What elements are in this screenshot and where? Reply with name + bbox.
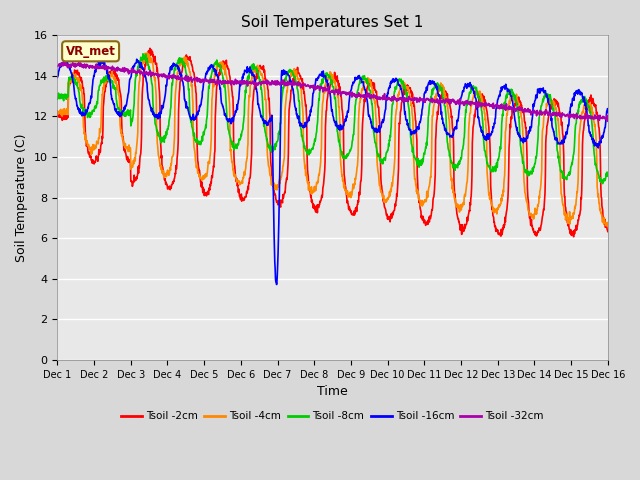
- Tsoil -32cm: [308, 85, 316, 91]
- Tsoil -4cm: [143, 50, 150, 56]
- Title: Soil Temperatures Set 1: Soil Temperatures Set 1: [241, 15, 424, 30]
- Tsoil -32cm: [604, 115, 612, 121]
- Tsoil -8cm: [299, 137, 307, 143]
- Tsoil -16cm: [288, 83, 296, 88]
- Tsoil -4cm: [308, 190, 316, 195]
- X-axis label: Time: Time: [317, 385, 348, 398]
- Tsoil -4cm: [118, 132, 126, 138]
- Tsoil -32cm: [61, 59, 69, 65]
- Tsoil -8cm: [118, 111, 126, 117]
- Text: VR_met: VR_met: [66, 45, 116, 58]
- Tsoil -2cm: [287, 87, 295, 93]
- Line: Tsoil -32cm: Tsoil -32cm: [58, 62, 608, 121]
- Tsoil -8cm: [599, 181, 607, 187]
- Tsoil -8cm: [367, 95, 375, 100]
- Line: Tsoil -2cm: Tsoil -2cm: [58, 48, 608, 237]
- Tsoil -16cm: [273, 282, 280, 288]
- Tsoil -32cm: [54, 63, 61, 69]
- Tsoil -8cm: [139, 51, 147, 57]
- Line: Tsoil -16cm: Tsoil -16cm: [58, 59, 608, 285]
- Tsoil -4cm: [604, 220, 612, 226]
- Y-axis label: Soil Temperature (C): Soil Temperature (C): [15, 133, 28, 262]
- Tsoil -16cm: [62, 56, 70, 62]
- Tsoil -32cm: [97, 65, 104, 71]
- Tsoil -4cm: [299, 106, 307, 111]
- Tsoil -2cm: [299, 86, 307, 92]
- Tsoil -16cm: [367, 119, 375, 125]
- Tsoil -2cm: [367, 77, 375, 83]
- Tsoil -8cm: [604, 170, 612, 176]
- Tsoil -2cm: [118, 131, 126, 136]
- Tsoil -2cm: [604, 228, 612, 234]
- Tsoil -16cm: [604, 107, 612, 112]
- Tsoil -2cm: [308, 201, 316, 207]
- Line: Tsoil -8cm: Tsoil -8cm: [58, 54, 608, 184]
- Tsoil -32cm: [299, 82, 307, 87]
- Tsoil -8cm: [96, 83, 104, 88]
- Tsoil -8cm: [308, 146, 316, 152]
- Tsoil -4cm: [604, 223, 611, 229]
- Tsoil -16cm: [97, 63, 104, 69]
- Tsoil -8cm: [287, 68, 295, 73]
- Tsoil -2cm: [570, 234, 577, 240]
- Tsoil -32cm: [119, 65, 127, 71]
- Line: Tsoil -4cm: Tsoil -4cm: [58, 53, 608, 226]
- Tsoil -2cm: [96, 148, 104, 154]
- Tsoil -16cm: [54, 74, 61, 80]
- Tsoil -4cm: [54, 108, 61, 114]
- Tsoil -16cm: [119, 108, 127, 114]
- Tsoil -4cm: [367, 79, 375, 85]
- Tsoil -2cm: [54, 113, 61, 119]
- Tsoil -2cm: [146, 46, 154, 51]
- Tsoil -4cm: [96, 130, 104, 135]
- Tsoil -32cm: [367, 94, 375, 99]
- Legend: Tsoil -2cm, Tsoil -4cm, Tsoil -8cm, Tsoil -16cm, Tsoil -32cm: Tsoil -2cm, Tsoil -4cm, Tsoil -8cm, Tsoi…: [117, 407, 548, 426]
- Tsoil -16cm: [309, 90, 317, 96]
- Tsoil -32cm: [287, 82, 295, 88]
- Tsoil -4cm: [287, 68, 295, 74]
- Tsoil -8cm: [54, 96, 61, 102]
- Tsoil -32cm: [604, 119, 611, 124]
- Tsoil -16cm: [300, 124, 307, 130]
